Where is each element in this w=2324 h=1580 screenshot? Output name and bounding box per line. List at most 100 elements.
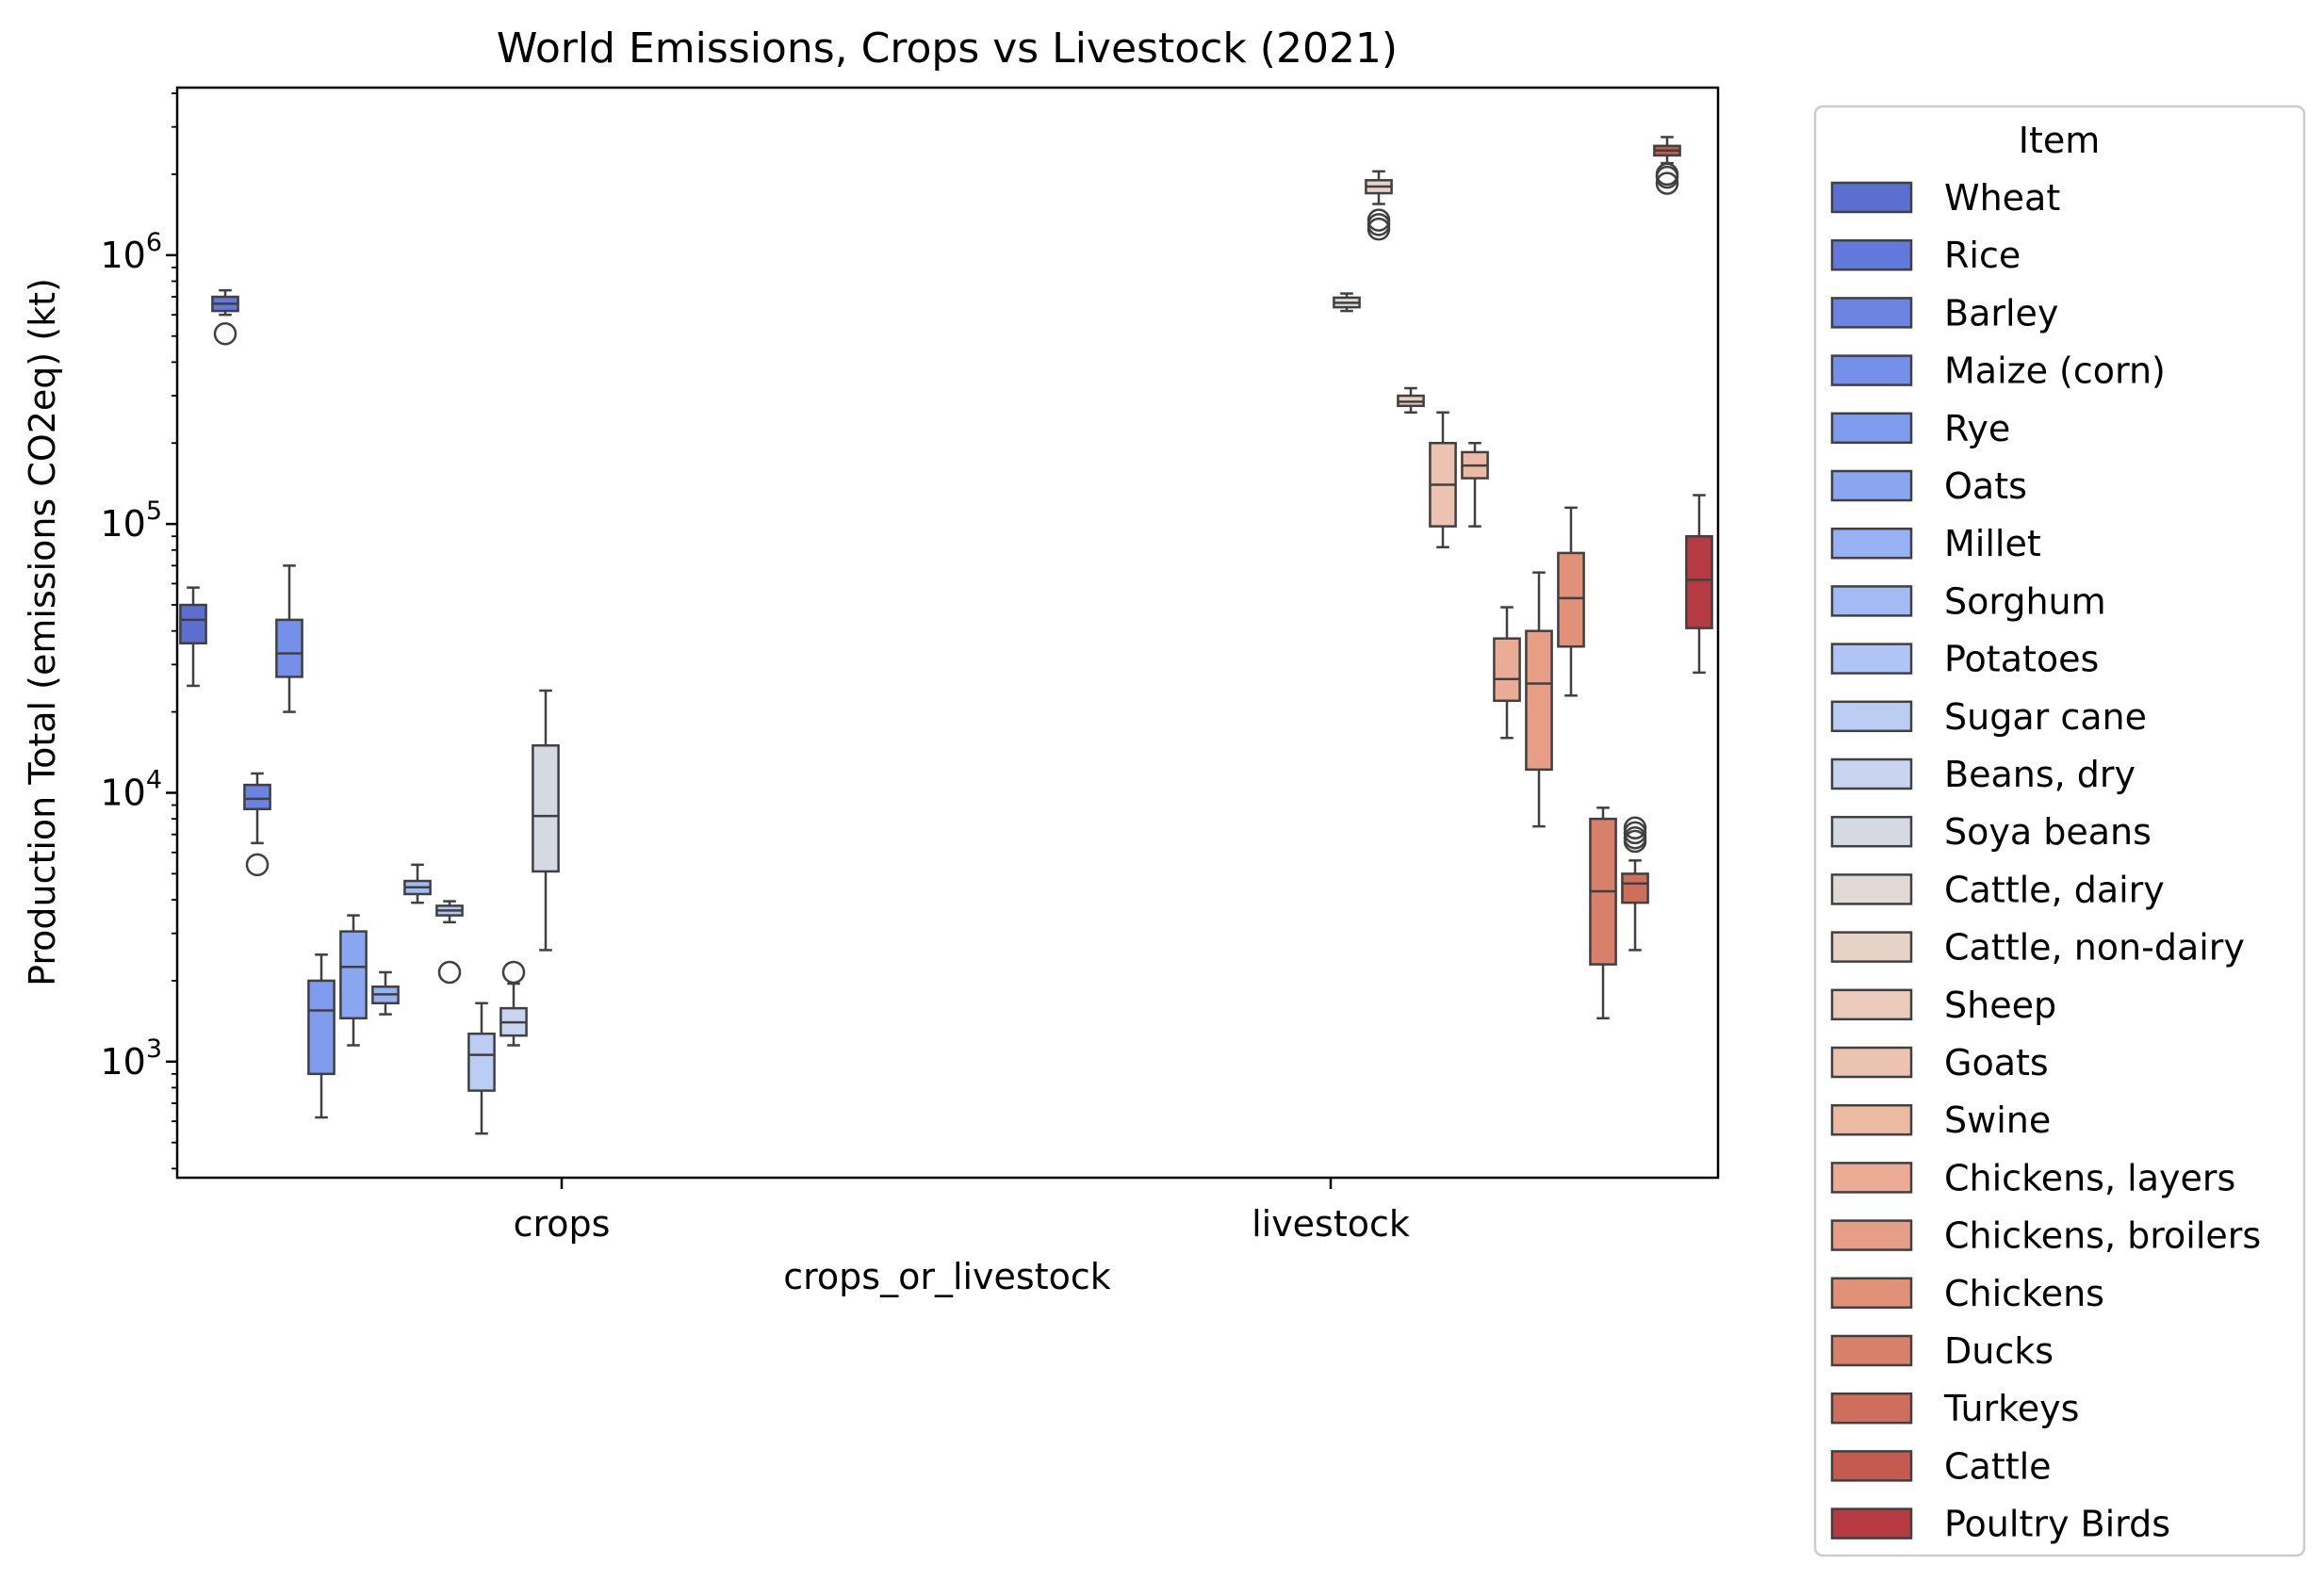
- y-tick-label: 105: [100, 497, 162, 545]
- legend-frame: [1813, 105, 2306, 1557]
- legend-swatch: [1830, 1277, 1913, 1310]
- outlier-point: [501, 960, 526, 985]
- box-sorghum: [403, 863, 432, 904]
- legend-entry-label: Ducks: [1944, 1330, 2054, 1372]
- chart-title: World Emissions, Crops vs Livestock (202…: [497, 24, 1398, 73]
- box-body: [339, 930, 368, 1020]
- box-body: [467, 1032, 496, 1092]
- outlier-point: [1367, 217, 1391, 241]
- legend-swatch: [1830, 181, 1913, 214]
- legend-entry-label: Beans, dry: [1944, 754, 2136, 795]
- legend-swatch: [1830, 412, 1913, 445]
- legend-swatch: [1830, 1103, 1913, 1136]
- legend-swatch: [1830, 238, 1913, 271]
- box-chickens: [1557, 506, 1585, 697]
- box-chickens-layers: [1493, 606, 1521, 740]
- legend-swatch: [1830, 931, 1913, 963]
- box-body: [1493, 637, 1521, 703]
- box-cattle-dairy: [1333, 292, 1361, 313]
- legend-swatch: [1830, 469, 1913, 502]
- box-cattle: [1653, 136, 1681, 195]
- legend-entry-label: Cattle, dairy: [1944, 869, 2165, 910]
- y-tick-label: 103: [100, 1034, 162, 1083]
- legend-swatch: [1830, 585, 1913, 617]
- box-millet: [371, 970, 400, 1016]
- outlier-point: [1367, 208, 1391, 232]
- box-sugar-cane: [467, 1002, 496, 1135]
- legend-swatch: [1830, 354, 1913, 386]
- legend-entry-label: Wheat: [1944, 177, 2060, 219]
- legend-swatch: [1830, 1219, 1913, 1251]
- legend-entry-label: Soya beans: [1944, 811, 2152, 853]
- legend-entry-label: Rice: [1944, 235, 2021, 276]
- outlier-point: [245, 853, 270, 877]
- outlier-point: [213, 322, 237, 346]
- box-cattle-non-dairy: [1365, 170, 1393, 241]
- legend-entry-label: Rye: [1944, 408, 2010, 449]
- box-maize-corn-: [275, 564, 303, 713]
- box-body: [179, 603, 207, 644]
- legend-entry-label: Goats: [1944, 1042, 2049, 1083]
- x-axis: crops livestock: [514, 1178, 1410, 1245]
- legend-swatch: [1830, 1450, 1913, 1482]
- legend-entry-label: Chickens: [1944, 1273, 2104, 1314]
- box-soya-beans: [532, 689, 560, 952]
- legend-entry-label: Potatoes: [1944, 639, 2099, 680]
- legend-swatch: [1830, 527, 1913, 560]
- legend-entry-label: Poultry Birds: [1944, 1504, 2170, 1545]
- box-sheep: [1397, 386, 1425, 414]
- legend-entry-label: Sheep: [1944, 985, 2056, 1026]
- legend-swatch: [1830, 873, 1913, 905]
- y-axis-label: Production Total (emissions CO2eq) (kt): [22, 278, 63, 986]
- box-rice: [211, 288, 239, 346]
- box-body: [307, 979, 336, 1076]
- box-beans-dry: [499, 960, 528, 1047]
- box-wheat: [179, 586, 207, 688]
- outlier-point: [437, 960, 462, 985]
- legend-swatch: [1830, 988, 1913, 1021]
- box-goats: [1429, 411, 1457, 548]
- box-oats: [339, 914, 368, 1047]
- legend-swatch: [1830, 643, 1913, 675]
- legend-entry-label: Millet: [1944, 523, 2041, 564]
- legend-entry-label: Chickens, layers: [1944, 1157, 2235, 1198]
- box-rye: [307, 953, 336, 1119]
- legend-entry-label: Maize (corn): [1944, 350, 2166, 392]
- box-ducks: [1589, 806, 1617, 1020]
- legend-swatch: [1830, 700, 1913, 733]
- box-body: [275, 618, 303, 678]
- legend-entry-label: Barley: [1944, 292, 2058, 334]
- legend-swatch: [1830, 815, 1913, 848]
- outlier-point: [1655, 171, 1679, 195]
- legend-swatch: [1830, 297, 1913, 329]
- legend-swatch: [1830, 1334, 1913, 1367]
- box-body: [243, 783, 271, 810]
- legend-entry-label: Chickens, broilers: [1944, 1215, 2261, 1257]
- box-barley: [243, 772, 271, 877]
- legend-swatch: [1830, 1162, 1913, 1194]
- legend-swatch: [1830, 757, 1913, 790]
- legend-title: Item: [2019, 120, 2101, 161]
- x-axis-label: crops_or_livestock: [783, 1256, 1111, 1297]
- legend-entry-label: Turkeys: [1943, 1388, 2079, 1429]
- outlier-point: [1655, 165, 1679, 189]
- legend-entry-label: Oats: [1944, 465, 2027, 507]
- box-body: [1621, 872, 1649, 904]
- y-tick-label: 104: [100, 765, 162, 813]
- box-poultry-birds: [1685, 494, 1713, 675]
- box-potatoes: [435, 900, 464, 985]
- legend: Item Wheat Rice Barley Maize (corn) Rye Oats M…: [1813, 105, 2306, 1557]
- legend-entry-label: Cattle, non-dairy: [1944, 927, 2245, 969]
- x-tick-label-crops: crops: [514, 1203, 611, 1245]
- box-turkeys: [1621, 816, 1649, 952]
- y-tick-label: 106: [100, 228, 162, 276]
- legend-entry-label: Swine: [1944, 1099, 2051, 1141]
- plot-frame: [175, 86, 1720, 1180]
- legend-swatch: [1830, 1392, 1913, 1425]
- x-tick-label-livestock: livestock: [1252, 1203, 1410, 1245]
- box-chickens-broilers: [1525, 571, 1553, 828]
- box-swine: [1461, 442, 1489, 528]
- box-body: [1685, 534, 1713, 629]
- plot-area: [179, 136, 1713, 1135]
